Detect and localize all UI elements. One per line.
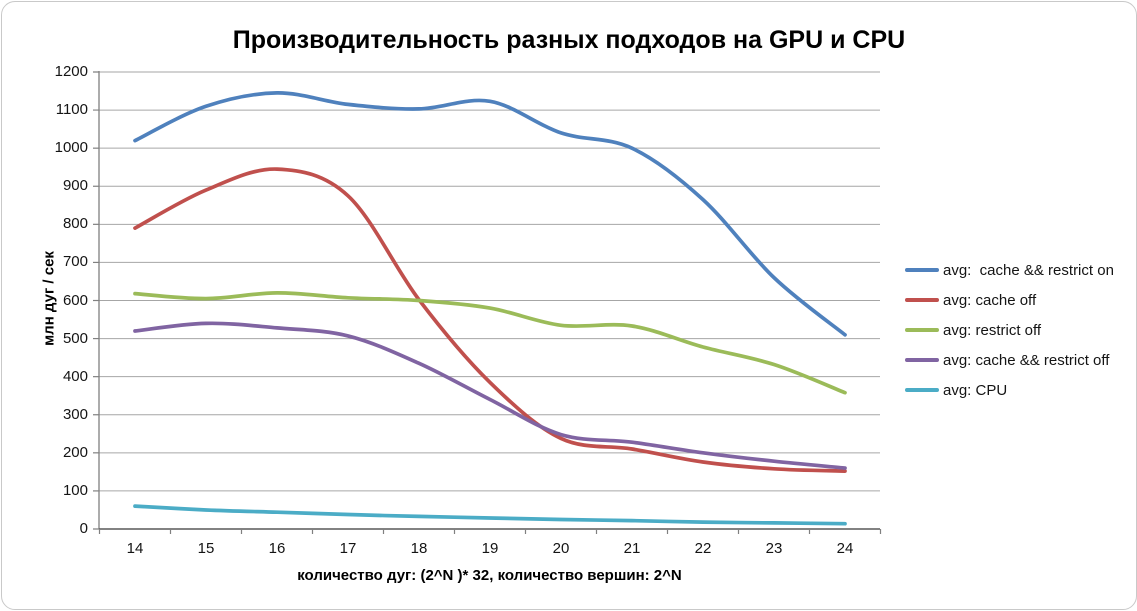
- y-tick-label: 600: [62, 291, 88, 309]
- series-line: [133, 167, 847, 473]
- y-tick-label: 200: [62, 443, 88, 461]
- series-line: [133, 91, 847, 337]
- y-tick-label: 400: [62, 367, 88, 385]
- y-tick-label: 1000: [54, 139, 88, 157]
- legend-line-swatch: [905, 298, 939, 302]
- legend-line-swatch: [905, 268, 939, 272]
- series-line: [133, 291, 847, 395]
- legend: avg: cache && restrict on avg: cache off a…: [905, 255, 1114, 405]
- legend-entry: avg: cache off: [905, 285, 1114, 315]
- x-tick-label: 21: [623, 540, 641, 557]
- y-tick-label: 1200: [54, 63, 88, 80]
- x-tick-label: 15: [197, 540, 215, 557]
- x-tick-label: 24: [836, 540, 854, 557]
- y-tick-label: 900: [62, 177, 88, 195]
- x-tick-label: 20: [552, 540, 570, 557]
- legend-line-swatch: [905, 358, 939, 362]
- legend-entry: avg: cache && restrict off: [905, 345, 1114, 375]
- y-tick-label: 300: [62, 405, 88, 423]
- y-tick-label: 800: [62, 215, 88, 233]
- legend-label: avg: cache && restrict on: [943, 261, 1114, 279]
- x-tick-label: 14: [126, 540, 144, 557]
- series-line: [133, 504, 847, 526]
- legend-entry: avg: restrict off: [905, 315, 1114, 345]
- series-line: [133, 321, 847, 470]
- legend-line-swatch: [905, 388, 939, 392]
- x-tick-label: 16: [268, 540, 286, 557]
- x-tick-label: 18: [410, 540, 428, 557]
- x-axis-title: количество дуг: (2^N )* 32, количество в…: [297, 567, 682, 584]
- y-axis-title: млн дуг / сек: [40, 251, 58, 346]
- y-tick-label: 0: [79, 520, 88, 537]
- legend-label: avg: restrict off: [943, 321, 1042, 339]
- legend-entry: avg: CPU: [905, 375, 1114, 405]
- chart-title: Производительность разных подходов на GP…: [232, 26, 906, 54]
- x-tick-label: 17: [339, 540, 357, 557]
- y-tick-label: 1100: [55, 101, 88, 119]
- legend-label: avg: CPU: [943, 381, 1008, 399]
- x-tick-label: 22: [694, 540, 712, 557]
- legend-entry: avg: cache && restrict on: [905, 255, 1114, 285]
- y-tick-label: 700: [62, 253, 88, 271]
- legend-label: avg: cache off: [943, 291, 1037, 309]
- x-tick-label: 23: [765, 540, 783, 557]
- x-tick-label: 19: [481, 540, 499, 557]
- y-tick-label: 500: [62, 329, 88, 347]
- y-tick-label: 100: [62, 481, 88, 499]
- legend-line-swatch: [905, 328, 939, 332]
- legend-label: avg: cache && restrict off: [943, 351, 1110, 369]
